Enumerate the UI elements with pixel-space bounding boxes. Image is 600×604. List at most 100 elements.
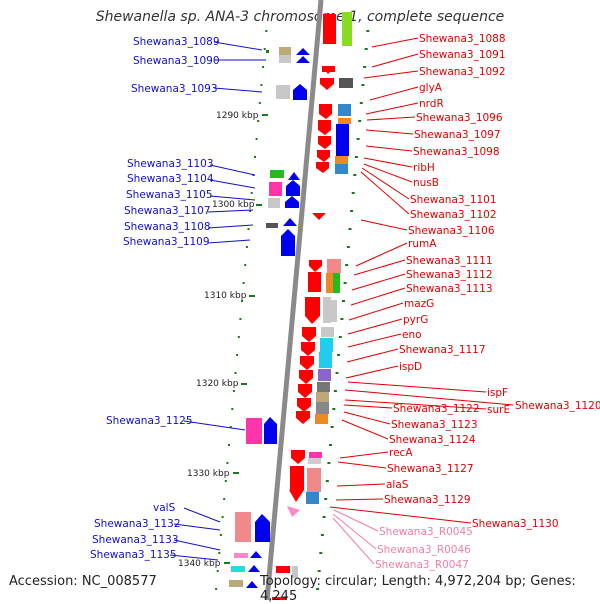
leader-line [369,86,419,101]
leader-line [329,506,472,524]
gene-label[interactable]: mazG [404,298,434,310]
minor-tick [351,192,355,194]
gene-label[interactable]: Shewana3_1109 [123,236,210,248]
scale-label: 1310 kbp [204,291,247,301]
gene-label[interactable]: Shewana3_1091 [419,49,506,61]
rna-label[interactable]: Shewana3_R0046 [377,544,471,556]
leader-line [207,209,254,213]
gene-label[interactable]: Shewana3_1103 [127,158,214,170]
gene-label[interactable]: rumA [408,238,437,250]
minor-tick [356,138,360,140]
minor-tick [224,480,227,482]
minor-tick [366,30,370,32]
leader-line [332,513,377,550]
gene-label[interactable]: Shewana3_1090 [133,55,220,67]
gene-label[interactable]: Shewana3_1093 [131,83,218,95]
minor-tick [355,156,358,158]
leader-line [347,333,402,348]
leader-line [363,70,419,79]
minor-tick [263,48,266,50]
gene-label[interactable]: Shewana3_1120 [515,400,600,412]
minor-tick [361,84,365,86]
gene-label[interactable]: Shewana3_1130 [472,518,559,530]
gene-label[interactable]: Shewana3_1104 [127,173,214,185]
gene-label[interactable]: Shewana3_1092 [419,66,506,78]
gene-label[interactable]: Shewana3_1129 [384,494,471,506]
scale-label: 1290 kbp [216,111,259,121]
minor-tick [330,426,334,428]
minor-tick [242,282,245,284]
gene-label[interactable]: Shewana3_1102 [410,209,497,221]
leader-line [207,239,251,244]
minor-tick [359,102,363,104]
gene-label[interactable]: Shewana3_1096 [416,112,503,124]
minor-tick [245,246,248,248]
minor-tick [325,480,329,482]
gene-label[interactable]: Shewana3_1122 [393,403,480,415]
minor-tick [332,408,336,410]
scale-label: 1330 kbp [187,469,230,479]
leader-line [343,411,391,425]
gene-label[interactable]: Shewana3_1112 [406,269,493,281]
minor-tick [363,66,367,68]
gene-label[interactable]: Shewana3_1125 [106,415,193,427]
minor-tick [226,462,229,464]
gene-label[interactable]: Shewana3_1101 [410,194,497,206]
gene-label[interactable]: eno [402,329,422,341]
gene-label[interactable]: nusB [413,177,439,189]
gene-label[interactable]: Shewana3_1107 [124,205,211,217]
scale-label: 1340 kbp [178,559,221,569]
leader-line [347,381,487,393]
minor-tick [337,354,341,356]
gene-label[interactable]: Shewana3_1123 [391,419,478,431]
gene-label[interactable]: Shewana3_1133 [92,534,179,546]
gene-label[interactable]: ribH [413,162,435,174]
gene-label[interactable]: glyA [419,82,443,94]
gene-label[interactable]: Shewana3_1108 [124,221,211,233]
leader-line [360,171,410,215]
gene-label[interactable]: Shewana3_1113 [406,283,493,295]
gene-label[interactable]: Shewana3_1105 [126,189,213,201]
leader-line [363,157,413,168]
gene-label[interactable]: recA [389,447,413,459]
gene-label[interactable]: Shewana3_1089 [133,36,220,48]
gene-label[interactable]: alaS [386,479,409,491]
minor-tick [322,516,326,518]
gene-label[interactable]: Shewana3_1088 [419,33,506,45]
leader-line [183,420,246,431]
gene-label[interactable]: Shewana3_1098 [413,146,500,158]
gene-label[interactable]: Shewana3_1117 [399,344,486,356]
gene-label[interactable]: nrdR [419,98,444,110]
minor-tick [258,102,261,104]
minor-tick [239,318,242,320]
minor-tick [255,138,258,140]
gene-label[interactable]: Shewana3_1127 [387,463,474,475]
rna-label[interactable]: Shewana3_R0047 [375,559,469,571]
minor-tick [335,372,339,374]
minor-tick [324,498,328,500]
gene-label[interactable]: Shewana3_1132 [94,518,181,530]
leader-line [343,404,393,409]
gene-label[interactable]: Shewana3_1135 [90,549,177,561]
leader-line [333,509,379,532]
minor-tick [329,444,332,446]
gene-label[interactable]: Shewana3_1111 [406,255,493,267]
gene-label[interactable]: ispF [487,387,508,399]
scale-ticks: 1290 kbp 1300 kbp 1310 kbp 1320 kbp 1330… [178,111,268,569]
minor-tick [236,354,239,356]
minor-tick [343,282,347,284]
rna-labels: Shewana3_R0045 Shewana3_R0046 Shewana3_R… [375,526,473,571]
leader-line [366,116,416,121]
gene-label[interactable]: Shewana3_1124 [389,434,476,446]
leader-lines [169,37,514,565]
leader-line [336,483,386,487]
gene-label[interactable]: surE [487,404,510,416]
gene-label[interactable]: Shewana3_1097 [414,129,501,141]
gene-label[interactable]: pyrG [403,314,428,326]
gene-label[interactable]: valS [153,502,176,514]
scale-label: 1320 kbp [196,379,239,389]
gene-label[interactable]: Shewana3_1106 [408,225,495,237]
rna-label[interactable]: Shewana3_R0045 [379,526,473,538]
gene-label[interactable]: ispD [399,361,422,373]
